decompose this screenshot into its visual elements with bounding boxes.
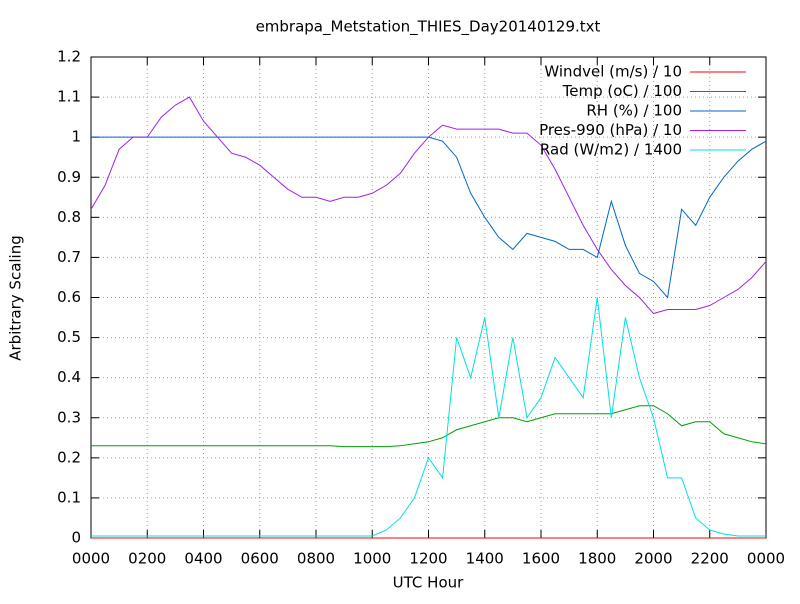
- y-tick-label: 0.6: [57, 288, 81, 306]
- y-tick-label: 0.5: [57, 328, 81, 346]
- legend-label: Temp (oC) / 100: [562, 82, 682, 100]
- series-line: [91, 405, 767, 448]
- legend-label: Windvel (m/s) / 10: [544, 63, 682, 81]
- y-tick-label: 0.4: [57, 368, 81, 386]
- x-tick-label: 1400: [466, 550, 504, 568]
- legend-label: RH (%) / 100: [586, 102, 682, 120]
- x-tick-label: 0200: [128, 550, 166, 568]
- y-tick-label: 0.1: [57, 488, 81, 506]
- x-tick-label: 2000: [634, 550, 672, 568]
- y-axis-label: Arbitrary Scaling: [7, 235, 25, 361]
- y-tick-label: 0.3: [57, 408, 81, 426]
- x-tick-label: 0400: [184, 550, 222, 568]
- y-tick-label: 1.1: [57, 88, 81, 106]
- y-tick-label: 1: [71, 128, 81, 146]
- x-tick-label: 1600: [522, 550, 560, 568]
- y-tick-label: 0.2: [57, 448, 81, 466]
- x-axis-label: UTC Hour: [393, 574, 464, 592]
- x-tick-label: 2200: [691, 550, 729, 568]
- y-tick-label: 0.7: [57, 248, 81, 266]
- x-tick-label: 0600: [241, 550, 279, 568]
- x-tick-label: 1200: [409, 550, 447, 568]
- chart-title: embrapa_Metstation_THIES_Day20140129.txt: [256, 18, 601, 37]
- x-tick-label: 0800: [297, 550, 335, 568]
- x-tick-label: 0000: [747, 550, 785, 568]
- series-line: [91, 297, 766, 537]
- y-tick-label: 0: [71, 529, 81, 547]
- series-line: [90, 96, 767, 315]
- x-tick-label: 0000: [72, 550, 110, 568]
- x-tick-label: 1800: [578, 550, 616, 568]
- x-tick-label: 1000: [353, 550, 391, 568]
- y-tick-label: 1.2: [57, 48, 81, 66]
- legend-label: Rad (W/m2) / 1400: [540, 141, 682, 159]
- y-tick-label: 0.8: [57, 208, 81, 226]
- y-tick-label: 0.9: [57, 168, 81, 186]
- legend-label: Pres-990 (hPa) / 10: [539, 121, 682, 139]
